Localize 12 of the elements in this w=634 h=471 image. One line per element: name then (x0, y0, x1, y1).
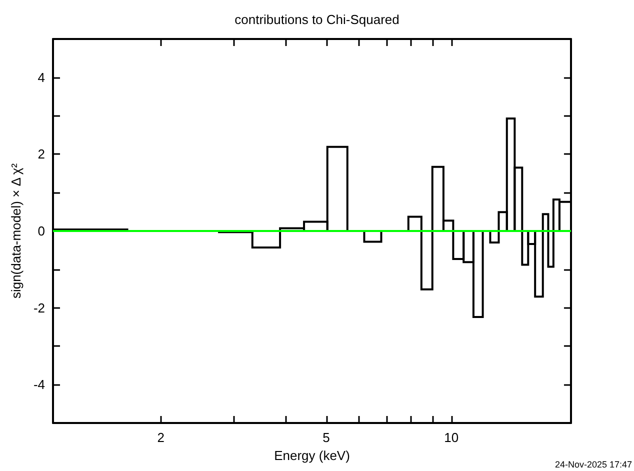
x-tick-label: 5 (322, 430, 330, 445)
x-tick-label: 10 (444, 430, 459, 445)
chart-title: contributions to Chi-Squared (234, 12, 400, 27)
y-tick-label: 4 (38, 70, 45, 85)
y-tick-label: 2 (38, 146, 45, 162)
y-tick-label: 0 (38, 224, 45, 238)
x-axis-title: Energy (keV) (274, 448, 350, 463)
text: 24-Nov-2025 17:47 (554, 460, 632, 470)
y-tick-label: -4 (33, 377, 45, 392)
x-tick-label: 2 (157, 430, 165, 445)
y-tick-label: -2 (33, 300, 45, 316)
y-axis-title: sign(data-model) × Δ χ² (8, 162, 24, 299)
